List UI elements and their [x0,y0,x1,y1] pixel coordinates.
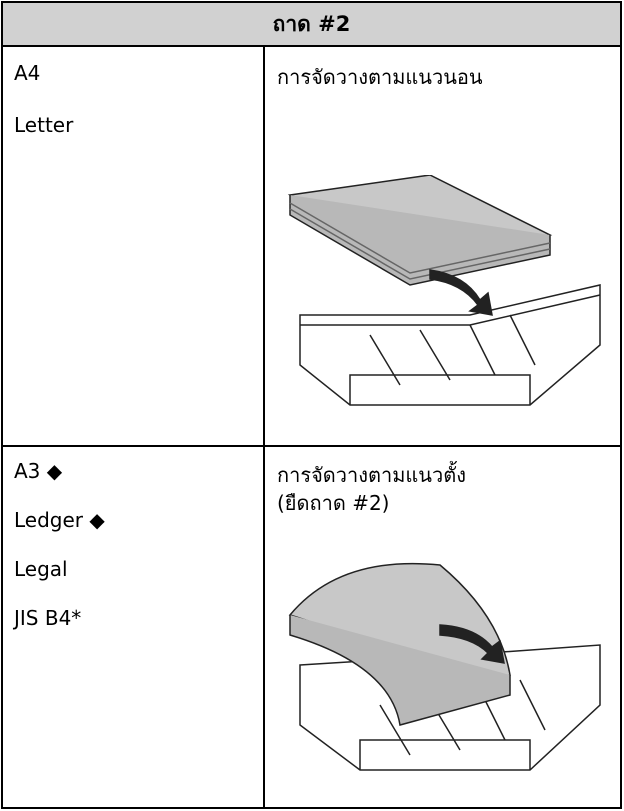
cell [1,45,265,447]
header-title: ถาด #2 [272,12,351,36]
tray-illustration [288,562,601,771]
cell-text: (ยืดถาด #2) [277,491,390,515]
cell-text: Letter [14,113,74,137]
cell [263,445,622,809]
cell-text: การจัดวางตามแนวนอน [277,65,483,89]
cell-text: Legal [14,557,68,581]
cell-text: การจัดวางตามแนวตั้ง [277,463,466,487]
cell-text: A3 ◆ [14,459,63,483]
cell-text: A4 [14,61,41,85]
cell-text: JIS B4* [14,606,82,630]
table-header: ถาด #2 [1,1,622,47]
cell-text: Ledger ◆ [14,508,105,532]
tray-illustration [287,175,601,406]
